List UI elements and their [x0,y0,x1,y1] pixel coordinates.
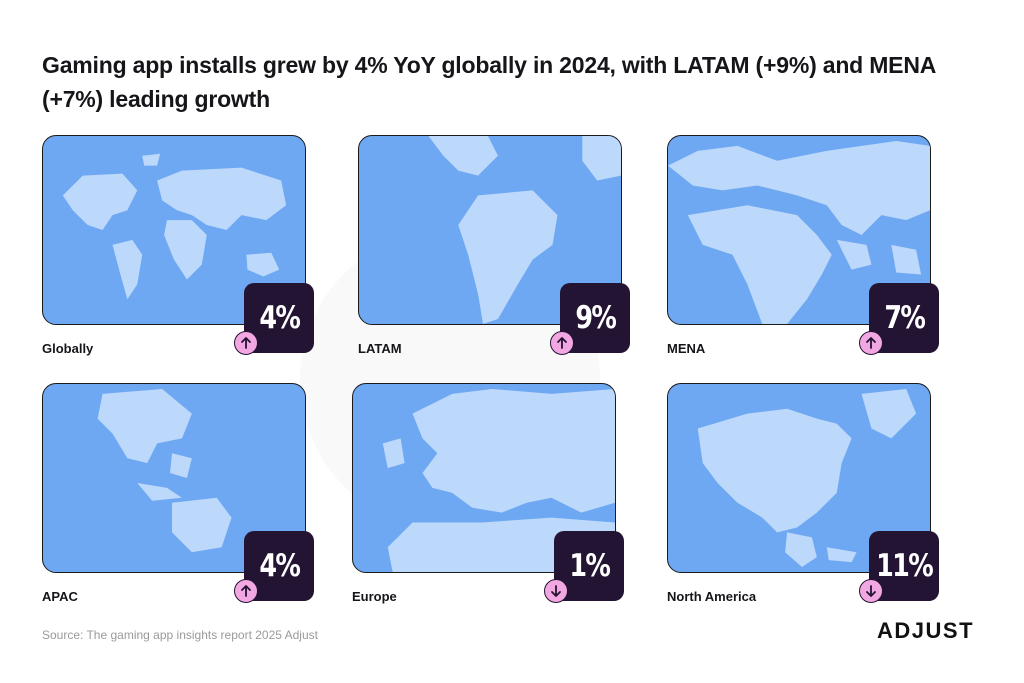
chart-title: Gaming app installs grew by 4% YoY globa… [42,52,936,112]
arrow-down-icon [859,579,883,603]
region-card-latam: 9% LATAM [358,135,630,356]
region-label: Globally [42,341,94,356]
region-card-europe: 1% Europe [352,383,624,604]
region-map [352,383,616,573]
region-label: LATAM [358,341,402,356]
change-value: 9% [575,300,617,336]
region-label: Europe [352,589,397,604]
change-value: 7% [884,300,926,336]
arrow-up-icon [234,579,258,603]
change-value: 4% [259,300,301,336]
region-label: North America [667,589,757,604]
change-value: 11% [876,548,934,584]
region-label: APAC [42,589,78,604]
region-card-apac: 4% APAC [42,383,314,604]
arrow-up-icon [234,331,258,355]
source-note: Source: The gaming app insights report 2… [42,628,318,642]
region-card-mena: 7% MENA [667,135,939,356]
arrow-down-icon [544,579,568,603]
region-card-globally: 4% Globally [42,135,314,356]
region-map [42,135,306,325]
region-card-north-america: 11% North America [667,383,939,604]
adjust-logo: ADJUST [877,618,975,643]
arrow-up-icon [550,331,574,355]
change-value: 4% [259,548,301,584]
region-label: MENA [667,341,706,356]
arrow-up-icon [859,331,883,355]
change-value: 1% [569,548,611,584]
